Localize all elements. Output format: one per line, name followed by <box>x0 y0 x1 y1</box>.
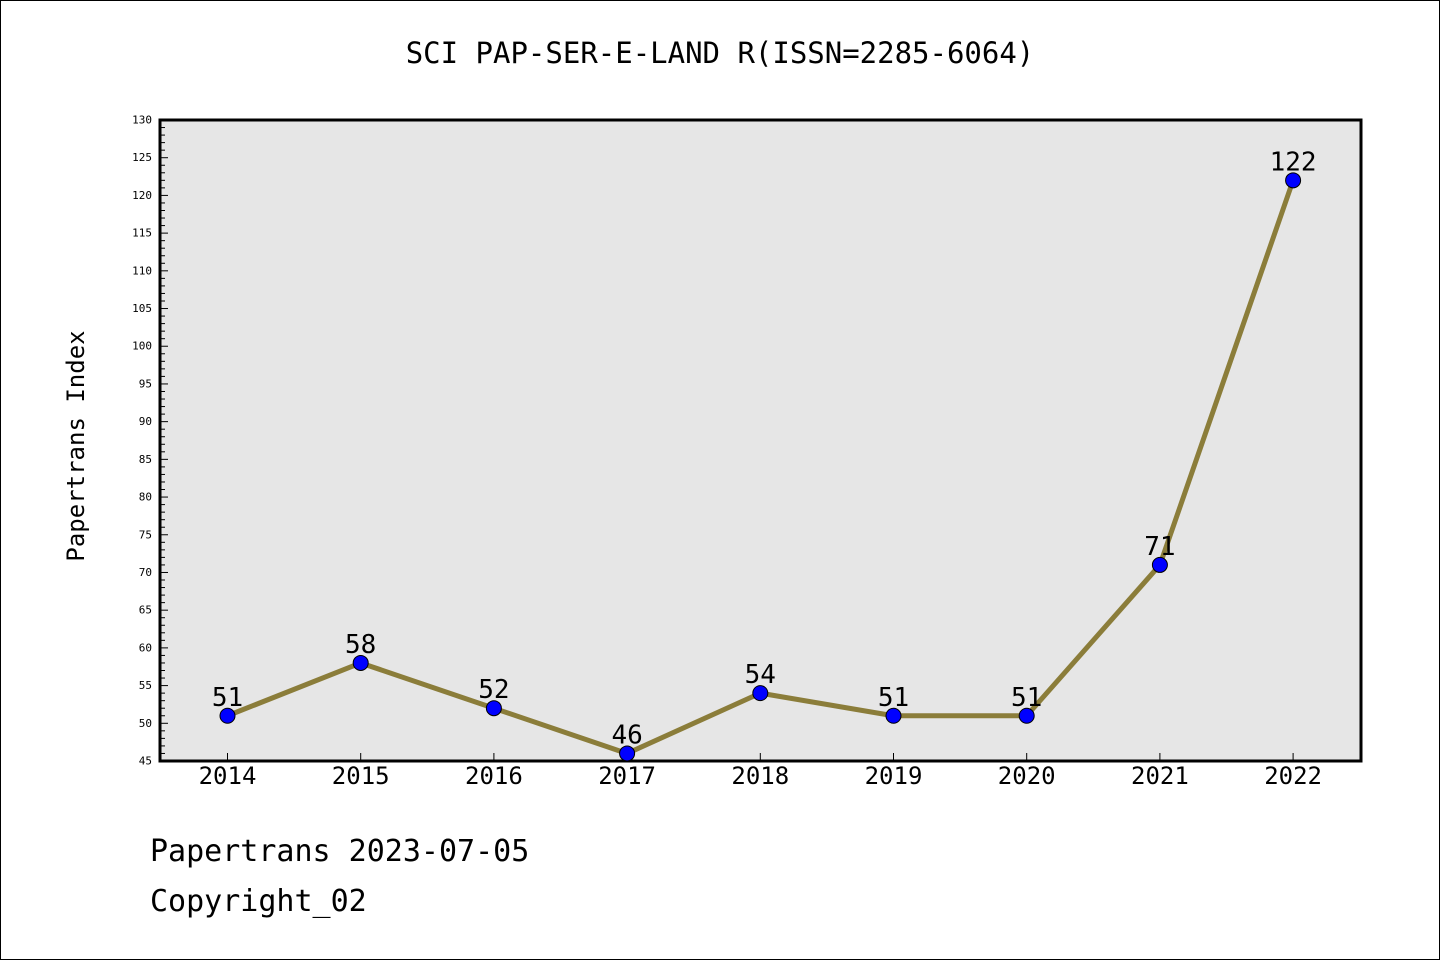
data-point <box>485 700 502 717</box>
footer-copyright: Copyright_02 <box>150 884 367 919</box>
footer-date: Papertrans 2023-07-05 <box>150 834 530 869</box>
y-tick-label: 105 <box>132 302 152 315</box>
x-tick-label: 2017 <box>598 762 656 790</box>
data-label: 122 <box>1270 147 1317 177</box>
y-tick-label: 115 <box>132 227 152 240</box>
data-label: 52 <box>478 675 509 705</box>
data-point <box>1285 172 1302 189</box>
y-tick-label: 75 <box>139 528 152 541</box>
y-tick-label: 80 <box>139 491 152 504</box>
x-tick-label: 2020 <box>998 762 1056 790</box>
data-labels: 51 58 52 46 54 51 51 71 122 <box>212 147 1317 750</box>
data-point <box>1151 556 1168 573</box>
y-axis: 45 50 55 60 65 70 75 80 85 90 95 100 105 110 115 120 125… <box>132 114 168 768</box>
data-label: 51 <box>878 683 909 713</box>
x-tick-label: 2014 <box>199 762 257 790</box>
y-tick-label: 65 <box>139 604 152 617</box>
data-label: 54 <box>745 660 776 690</box>
y-tick-label: 50 <box>139 717 152 730</box>
plot-area <box>158 118 1363 763</box>
data-point <box>1018 707 1035 724</box>
y-tick-label: 90 <box>139 415 152 428</box>
y-tick-label: 120 <box>132 189 152 202</box>
y-tick-label: 70 <box>139 566 152 579</box>
y-tick-label: 110 <box>132 264 152 277</box>
data-label: 71 <box>1144 532 1175 562</box>
y-tick-label: 125 <box>132 151 152 164</box>
y-tick-label: 60 <box>139 641 152 654</box>
chart-title: SCI PAP-SER-E-LAND R(ISSN=2285-6064) <box>405 36 1035 70</box>
y-tick-label: 100 <box>132 340 152 353</box>
x-tick-label: 2018 <box>731 762 789 790</box>
y-tick-label: 45 <box>139 755 152 768</box>
x-tick-label: 2019 <box>865 762 923 790</box>
data-label: 51 <box>1011 683 1042 713</box>
data-point <box>219 707 236 724</box>
x-axis: 2014 2015 2016 2017 2018 2019 2020 2021 2022 <box>199 753 1322 790</box>
y-tick-label: 95 <box>139 377 152 390</box>
series-layer <box>219 172 1302 762</box>
data-point <box>885 707 902 724</box>
x-tick-label: 2015 <box>332 762 390 790</box>
x-tick-label: 2021 <box>1131 762 1189 790</box>
x-tick-label: 2016 <box>465 762 523 790</box>
data-point <box>752 685 769 702</box>
data-point <box>352 654 369 671</box>
y-tick-label: 55 <box>139 679 152 692</box>
data-point <box>619 745 636 762</box>
data-label: 51 <box>212 683 243 713</box>
x-tick-label: 2022 <box>1264 762 1322 790</box>
data-label: 46 <box>611 720 642 750</box>
y-tick-label: 85 <box>139 453 152 466</box>
y-tick-label: 130 <box>132 114 152 127</box>
data-label: 58 <box>345 630 376 660</box>
